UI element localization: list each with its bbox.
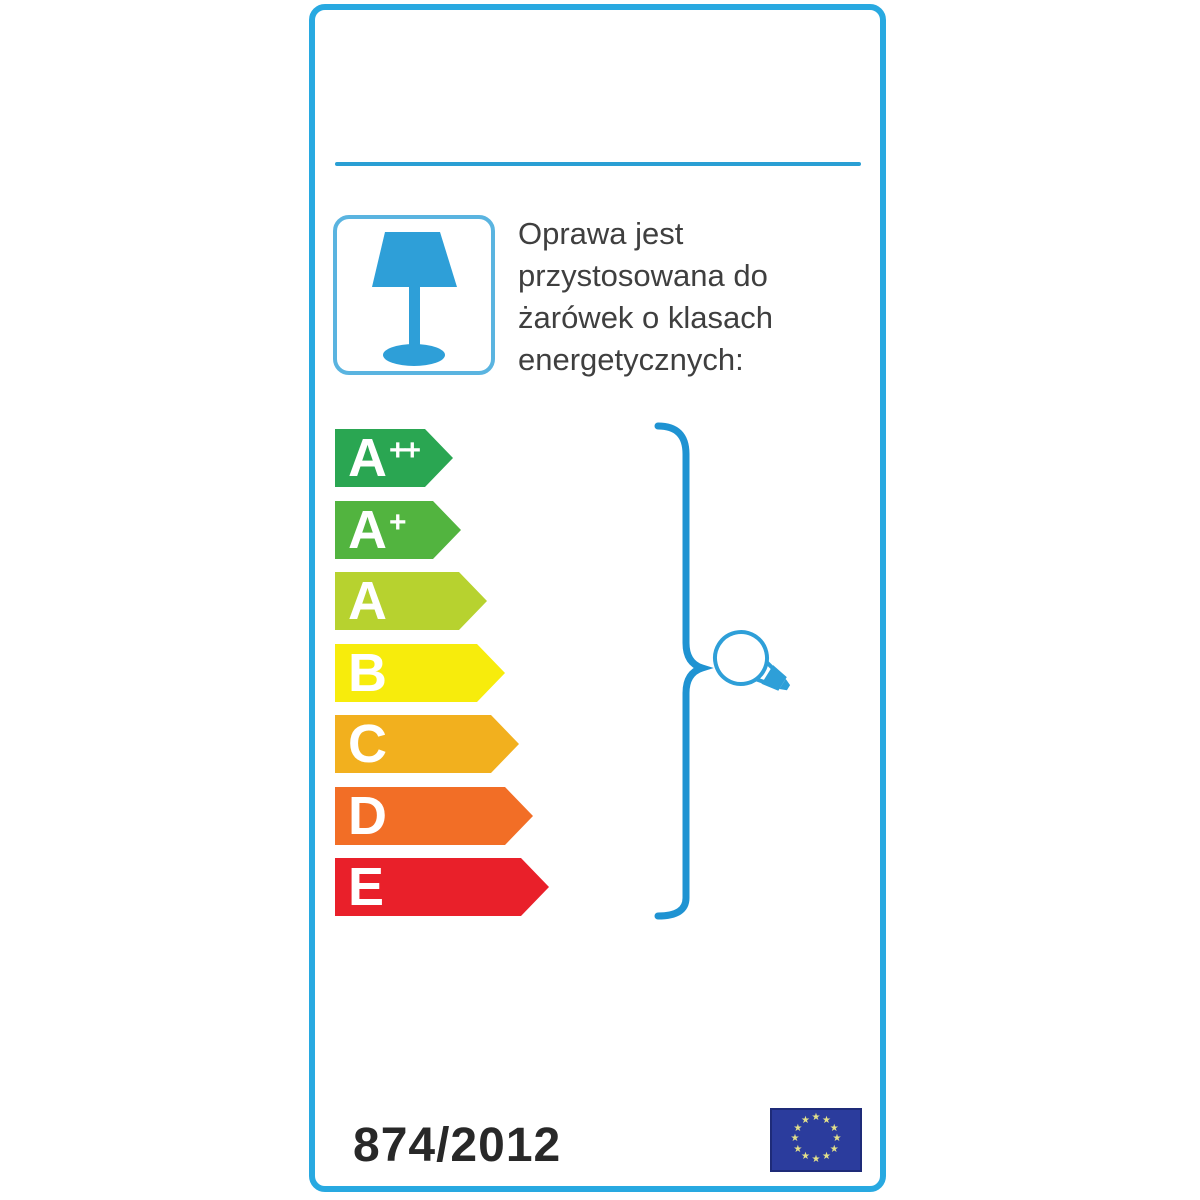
curly-brace-icon: [654, 422, 714, 920]
energy-class-letter: D: [348, 786, 387, 846]
eu-flag-star: ★: [829, 1143, 839, 1155]
light-bulb-icon: [713, 630, 791, 691]
energy-label-card: Oprawa jest przystosowana do żarówek o kla…: [309, 4, 886, 1192]
energy-class-arrow-6: E: [335, 858, 549, 916]
energy-class-superscript: ++: [389, 434, 419, 467]
eu-flag-star: ★: [822, 1151, 831, 1163]
energy-class-letter: B: [348, 643, 387, 703]
info-text-line: przystosowana do: [518, 258, 768, 293]
eu-flag-star: ★: [793, 1122, 803, 1134]
info-text-line: żarówek o klasach: [518, 300, 774, 335]
eu-flag-star: ★: [790, 1133, 800, 1144]
energy-class-superscript: +: [389, 506, 404, 539]
energy-class-arrow-0: A++: [335, 429, 453, 487]
top-divider: [335, 162, 861, 166]
eu-flag-star: ★: [811, 1112, 821, 1123]
regulation-number: 874/2012: [353, 1119, 562, 1172]
eu-flag-star: ★: [793, 1143, 803, 1155]
energy-class-arrow-3: B: [335, 644, 505, 702]
energy-class-letter: A++: [348, 428, 419, 488]
energy-class-letter: A+: [348, 500, 404, 560]
eu-flag-icon: ★ ★ ★ ★ ★ ★ ★ ★ ★ ★ ★ ★: [770, 1108, 862, 1172]
eu-flag-star: ★: [801, 1114, 810, 1126]
info-text: Oprawa jest przystosowana do żarówek o kla…: [518, 213, 883, 381]
energy-class-arrow-1: A+: [335, 501, 461, 559]
energy-class-letter: C: [348, 714, 387, 774]
eu-flag-star: ★: [811, 1154, 821, 1165]
luminaire-icon-box: [333, 215, 495, 375]
info-text-line: energetycznych:: [518, 342, 744, 377]
info-text-line: Oprawa jest: [518, 216, 684, 251]
energy-class-letter: A: [348, 571, 387, 631]
energy-class-arrow-4: C: [335, 715, 519, 773]
energy-class-letter: E: [348, 857, 385, 917]
energy-scale: A++ A+ A B C D E: [335, 429, 595, 924]
eu-flag-star: ★: [801, 1151, 810, 1163]
energy-class-arrow-2: A: [335, 572, 487, 630]
eu-flag-star: ★: [832, 1133, 842, 1144]
eu-flag-star: ★: [829, 1122, 839, 1134]
eu-flag-star: ★: [822, 1114, 831, 1126]
energy-class-arrow-5: D: [335, 787, 533, 845]
table-lamp-icon: [372, 232, 457, 366]
